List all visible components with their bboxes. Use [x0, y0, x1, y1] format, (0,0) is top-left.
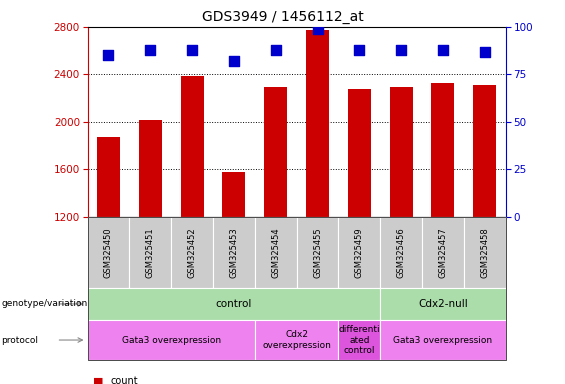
Text: GSM325452: GSM325452	[188, 227, 197, 278]
Text: GDS3949 / 1456112_at: GDS3949 / 1456112_at	[202, 10, 363, 23]
Text: GSM325454: GSM325454	[271, 227, 280, 278]
Bar	[223, 172, 245, 359]
Text: Gata3 overexpression: Gata3 overexpression	[121, 336, 221, 344]
Text: ■: ■	[93, 376, 104, 384]
Point	[313, 26, 322, 32]
Text: Cdx2
overexpression: Cdx2 overexpression	[262, 330, 331, 350]
Bar	[432, 83, 454, 359]
Bar	[390, 88, 412, 359]
Text: Cdx2-null: Cdx2-null	[418, 299, 468, 309]
Text: differenti
ated
control: differenti ated control	[338, 325, 380, 355]
Text: GSM325457: GSM325457	[438, 227, 447, 278]
Bar	[473, 85, 496, 359]
Bar	[306, 30, 329, 359]
Bar	[139, 119, 162, 359]
Point	[355, 46, 364, 53]
Text: GSM325459: GSM325459	[355, 227, 364, 278]
Text: GSM325450: GSM325450	[104, 227, 113, 278]
Text: GSM325456: GSM325456	[397, 227, 406, 278]
Text: Gata3 overexpression: Gata3 overexpression	[393, 336, 493, 344]
Bar	[264, 88, 287, 359]
Bar	[348, 89, 371, 359]
Text: protocol: protocol	[1, 336, 38, 344]
Point	[438, 46, 447, 53]
Point	[229, 58, 238, 64]
Text: GSM325451: GSM325451	[146, 227, 155, 278]
Bar	[97, 137, 120, 359]
Text: control: control	[216, 299, 252, 309]
Point	[480, 48, 489, 55]
Text: genotype/variation: genotype/variation	[1, 300, 88, 308]
Point	[188, 46, 197, 53]
Bar	[181, 76, 203, 359]
Text: GSM325455: GSM325455	[313, 227, 322, 278]
Point	[271, 46, 280, 53]
Point	[146, 46, 155, 53]
Point	[397, 46, 406, 53]
Text: count: count	[110, 376, 138, 384]
Text: GSM325453: GSM325453	[229, 227, 238, 278]
Text: GSM325458: GSM325458	[480, 227, 489, 278]
Point	[104, 52, 113, 58]
